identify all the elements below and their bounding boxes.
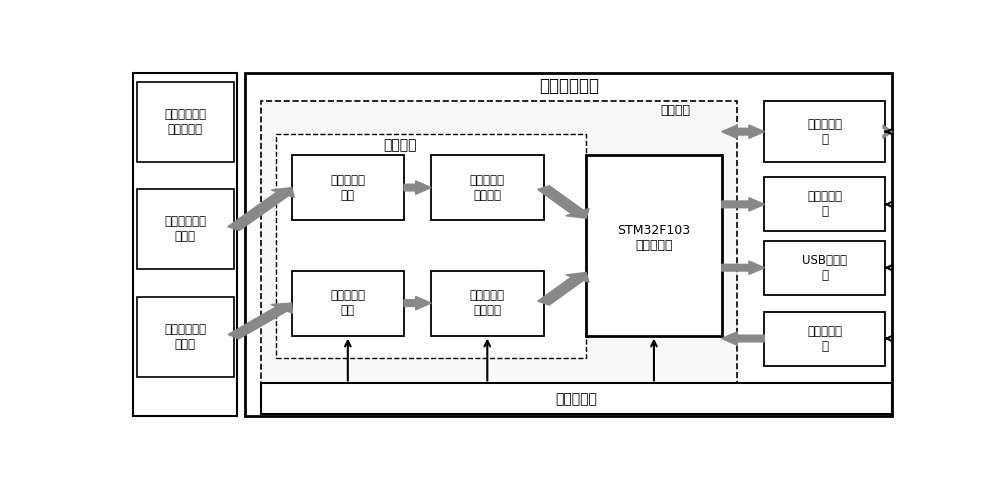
Text: 信号分析仪器: 信号分析仪器: [539, 77, 599, 95]
FancyArrow shape: [228, 303, 292, 339]
Text: 键盘接口电
路: 键盘接口电 路: [807, 324, 842, 352]
FancyArrow shape: [722, 261, 764, 274]
Text: 调理电路: 调理电路: [383, 138, 417, 152]
Bar: [764, 312, 885, 365]
Bar: [261, 383, 892, 414]
Text: STM32F103
嵌入式内核: STM32F103 嵌入式内核: [617, 224, 690, 252]
Bar: [137, 189, 234, 269]
Text: 立体式电场测
量探头: 立体式电场测 量探头: [164, 323, 206, 351]
Bar: [276, 135, 586, 358]
Text: 模拟量隔离
电路: 模拟量隔离 电路: [330, 174, 365, 202]
Text: 模拟量滤波
放大电路: 模拟量滤波 放大电路: [470, 289, 505, 317]
Bar: [764, 101, 885, 163]
Bar: [137, 297, 234, 377]
Bar: [586, 155, 722, 336]
FancyArrow shape: [404, 296, 431, 310]
Text: 模拟量滤波
放大电路: 模拟量滤波 放大电路: [470, 174, 505, 202]
Text: 串口接口电
路: 串口接口电 路: [807, 190, 842, 218]
Bar: [431, 271, 544, 336]
Bar: [292, 155, 404, 220]
Text: USB接口电
路: USB接口电 路: [802, 254, 847, 282]
Text: 立体式电磁场
天线及探头: 立体式电磁场 天线及探头: [164, 108, 206, 136]
Bar: [245, 73, 892, 416]
Text: 大容量电池: 大容量电池: [556, 392, 597, 406]
Text: 立体式磁场感
应天线: 立体式磁场感 应天线: [164, 214, 206, 242]
Bar: [431, 155, 544, 220]
Bar: [261, 101, 737, 388]
FancyArrow shape: [538, 272, 589, 305]
FancyArrow shape: [722, 332, 764, 345]
Bar: [764, 241, 885, 295]
Text: 模拟量隔离
电路: 模拟量隔离 电路: [330, 289, 365, 317]
Text: 触摸屏显示
器: 触摸屏显示 器: [807, 118, 842, 146]
FancyArrow shape: [743, 125, 764, 138]
FancyArrow shape: [722, 125, 743, 138]
FancyArrow shape: [538, 186, 589, 218]
FancyArrow shape: [404, 181, 431, 194]
FancyArrow shape: [722, 197, 764, 211]
FancyArrow shape: [228, 188, 294, 230]
Text: 防屏蔽罩: 防屏蔽罩: [660, 104, 690, 117]
FancyArrow shape: [883, 125, 892, 138]
Bar: [133, 73, 237, 416]
Bar: [137, 82, 234, 163]
Bar: [764, 177, 885, 231]
Bar: [292, 271, 404, 336]
